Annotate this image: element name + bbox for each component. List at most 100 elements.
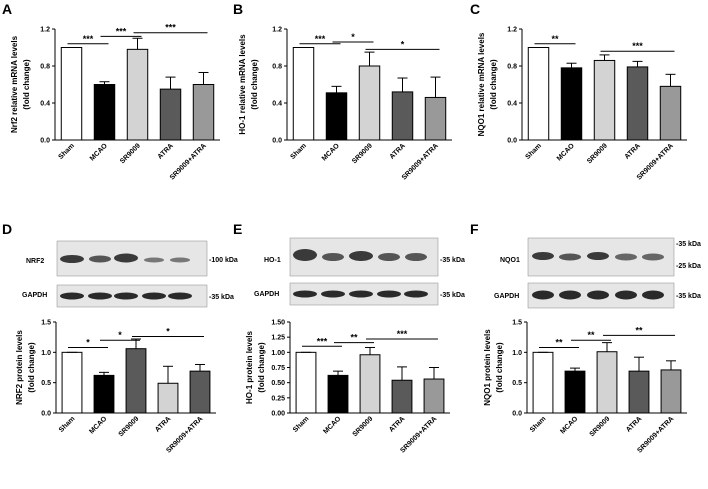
- x-tick-label-B-3: ATRA: [389, 142, 407, 160]
- y-tick-label-E-6: 1.50: [271, 320, 285, 327]
- y-tick-label-A-3: 1.2: [40, 27, 50, 34]
- sig-label-B-1: *: [351, 32, 355, 42]
- x-tick-label-C-1: MCAO: [556, 142, 576, 162]
- bar-E-ATRA: [391, 379, 413, 414]
- panel-letter-B: B: [233, 1, 243, 17]
- bar-C-MCAO: [560, 67, 583, 141]
- chart-E: E HO-1 protein levels (fold change) 0.00 0.2…: [233, 221, 450, 455]
- y-axis-label-A-0: Nrf2 relative mRNA levels: [10, 35, 19, 133]
- y-tick-label-B-3: 1.2: [272, 27, 282, 34]
- bar-D-Sham: [61, 351, 83, 414]
- x-tick-label-D-0: Sham: [58, 415, 76, 433]
- bar-B-Sham: [292, 47, 315, 141]
- y-axis-label-E-1: (fold change): [257, 342, 266, 393]
- sig-label-B-0: ***: [315, 34, 326, 44]
- sig-label-A-1: ***: [116, 26, 127, 36]
- bar-A-Sham: [60, 47, 83, 141]
- blot-e-bands-2: [293, 290, 428, 298]
- bar-C-SR9009: [593, 59, 616, 141]
- y-axis-label-A-1: (fold change): [22, 59, 31, 110]
- blot-d-bands-1: [60, 253, 190, 263]
- x-tick-label-A-2: SR9009: [119, 142, 142, 165]
- bar-F-SR9009: [596, 351, 618, 414]
- sig-label-A-2: ***: [165, 23, 176, 33]
- x-tick-label-E-2: SR9009: [352, 415, 375, 438]
- x-tick-label-E-1: MCAO: [322, 415, 342, 435]
- bar-B-SR9009+ATRA: [424, 96, 447, 141]
- bar-C-Sham: [527, 47, 550, 141]
- y-tick-label-F-1: 0.5: [512, 380, 522, 387]
- bar-A-SR9009: [126, 48, 149, 141]
- y-axis-label-D-1: (fold change): [27, 342, 36, 393]
- blot-D: NRF2 -100 kDa GAPDH -35 kDa: [22, 240, 238, 308]
- bar-B-MCAO: [325, 92, 348, 141]
- bar-E-Sham: [295, 351, 317, 414]
- blot-E: HO-1 -35 kDa GAPDH -35 kDa: [254, 237, 465, 306]
- y-tick-label-E-2: 0.50: [271, 380, 285, 387]
- y-tick-label-C-0: 0.0: [507, 138, 517, 145]
- bar-A-SR9009+ATRA: [192, 84, 215, 141]
- x-tick-label-A-3: ATRA: [157, 142, 175, 160]
- bar-D-ATRA: [157, 382, 179, 414]
- bar-D-SR9009: [125, 348, 147, 414]
- x-tick-label-F-3: ATRA: [625, 415, 643, 433]
- blot-f-marker-1: -35 kDa: [676, 241, 701, 248]
- western-blots: NRF2 -100 kDa GAPDH -35 kDa H: [22, 237, 701, 309]
- y-tick-label-C-3: 1.2: [507, 27, 517, 34]
- y-axis-label-F-1: (fold change): [495, 342, 504, 393]
- x-tick-label-B-4: SR9009+ATRA: [401, 142, 440, 181]
- x-tick-label-C-4: SR9009+ATRA: [636, 142, 675, 181]
- y-tick-label-A-0: 0.0: [40, 138, 50, 145]
- sig-label-D-1: *: [118, 330, 122, 340]
- y-tick-label-D-1: 0.5: [41, 380, 51, 387]
- bar-B-SR9009: [358, 65, 381, 141]
- y-tick-label-D-3: 1.5: [41, 320, 51, 327]
- blot-e-marker-1: -35 kDa: [440, 257, 465, 264]
- y-tick-label-F-0: 0.0: [512, 411, 522, 418]
- y-axis-label-C-1: (fold change): [489, 59, 498, 110]
- blot-d-protein-2: GAPDH: [22, 292, 47, 299]
- y-tick-label-A-2: 0.8: [40, 64, 50, 71]
- bar-A-ATRA: [159, 88, 182, 141]
- blot-f-marker-1b: -25 kDa: [676, 263, 701, 270]
- bar-A-MCAO: [93, 84, 116, 141]
- x-tick-label-B-0: Sham: [289, 142, 307, 160]
- sig-label-E-0: ***: [317, 336, 328, 346]
- y-tick-label-E-5: 1.25: [271, 335, 285, 342]
- y-tick-label-D-0: 0.0: [41, 411, 51, 418]
- y-tick-label-C-2: 0.8: [507, 64, 517, 71]
- y-axis-label-F-0: NQO1 protein levels: [483, 329, 492, 406]
- y-tick-label-E-1: 0.25: [271, 395, 285, 402]
- blot-f-bands-2: [532, 290, 664, 300]
- blot-e-protein-2: GAPDH: [254, 291, 279, 298]
- x-tick-label-D-1: MCAO: [88, 415, 108, 435]
- blot-f-marker-2: -35 kDa: [676, 293, 701, 300]
- bar-E-SR9009: [359, 354, 381, 414]
- sig-label-F-2: **: [635, 325, 643, 335]
- y-tick-label-E-4: 1.00: [271, 350, 285, 357]
- x-tick-label-F-2: SR9009: [589, 415, 612, 438]
- panel-letter-F: F: [470, 221, 479, 237]
- y-tick-label-C-1: 0.4: [507, 101, 517, 108]
- x-tick-label-E-0: Sham: [292, 415, 310, 433]
- x-tick-label-C-0: Sham: [524, 142, 542, 160]
- blot-F: NQO1 -35 kDa -25 kDa GAPDH -35 kDa: [494, 237, 701, 309]
- y-tick-label-F-2: 1.0: [512, 350, 522, 357]
- x-tick-label-A-0: Sham: [57, 142, 75, 160]
- y-axis-label-B-0: HO-1 relative mRNA levels: [238, 34, 247, 135]
- blot-e-marker-2: -35 kDa: [440, 292, 465, 299]
- panel-letter-E: E: [233, 221, 242, 237]
- y-axis-label-D-0: NRF2 protein levels: [15, 330, 24, 405]
- y-tick-label-D-2: 1.0: [41, 350, 51, 357]
- sig-label-E-1: **: [350, 333, 358, 343]
- bar-D-MCAO: [93, 374, 115, 414]
- panel-letter-A: A: [2, 1, 12, 17]
- x-tick-label-F-0: Sham: [529, 415, 547, 433]
- x-tick-label-B-1: MCAO: [321, 142, 341, 162]
- y-tick-label-B-2: 0.8: [272, 64, 282, 71]
- bar-D-SR9009+ATRA: [189, 370, 211, 414]
- sig-label-A-0: ***: [83, 34, 94, 44]
- blot-f-protein-2: GAPDH: [494, 293, 519, 300]
